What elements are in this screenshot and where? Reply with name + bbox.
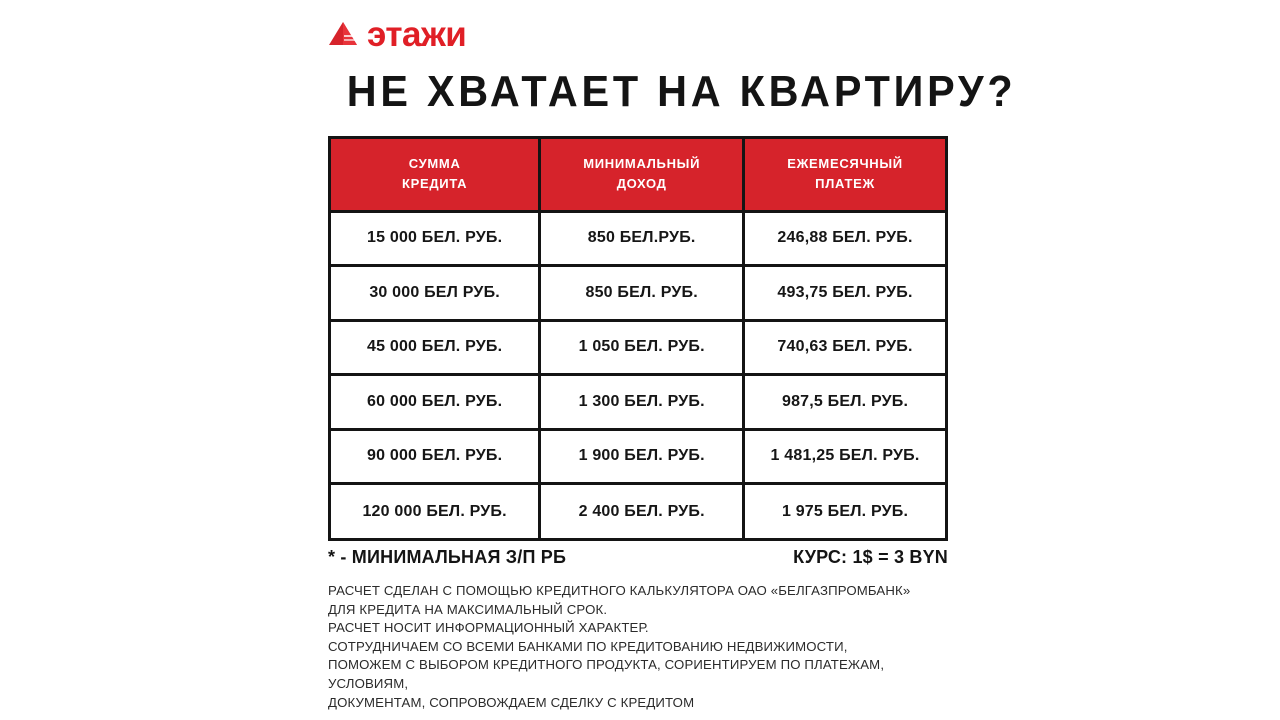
header-line-1: ЕЖЕМЕСЯЧНЫЙ [787,156,903,172]
notes-row: * - МИНИМАЛЬНАЯ З/П РБ КУРС: 1$ = 3 BYN [328,547,948,568]
cell-minimum-income: 850 БЕЛ.РУБ. [539,211,746,267]
cell-minimum-income: 1 050 БЕЛ. РУБ. [539,320,746,376]
cell-credit-amount: 60 000 БЕЛ. РУБ. [331,374,542,431]
header-line-1: МИНИМАЛЬНЫЙ [583,156,701,172]
cell-credit-amount: 45 000 БЕЛ. РУБ. [331,320,542,376]
note-minimum-salary: * - МИНИМАЛЬНАЯ З/П РБ [328,547,567,567]
cell-monthly-payment: 246,88 БЕЛ. РУБ. [743,211,945,267]
cell-credit-amount: 90 000 БЕЛ. РУБ. [331,429,542,485]
table-row: 120 000 БЕЛ. РУБ. 2 400 БЕЛ. РУБ. 1 975 … [331,483,945,538]
table-row: 60 000 БЕЛ. РУБ. 1 300 БЕЛ. РУБ. 987,5 Б… [331,374,945,431]
disclaimer-line: ДЛЯ КРЕДИТА НА МАКСИМАЛЬНЫЙ СРОК. [328,601,608,617]
disclaimer-line: СОТРУДНИЧАЕМ СО ВСЕМИ БАНКАМИ ПО КРЕДИТО… [328,638,848,654]
column-header-minimum-income: МИНИМАЛЬНЫЙ ДОХОД [539,139,746,213]
credit-table: СУММА КРЕДИТА МИНИМАЛЬНЫЙ ДОХОД ЕЖЕМЕСЯЧ… [328,136,948,541]
disclaimer-line: ДОКУМЕНТАМ, СОПРОВОЖДАЕМ СДЕЛКУ С КРЕДИТ… [328,694,695,710]
cell-monthly-payment: 1 975 БЕЛ. РУБ. [781,502,909,520]
table-row: 15 000 БЕЛ. РУБ. 850 БЕЛ.РУБ. 246,88 БЕЛ… [331,211,945,267]
disclaimer-line: РАСЧЕТ СДЕЛАН С ПОМОЩЬЮ КРЕДИТНОГО КАЛЬК… [328,583,911,598]
cell-minimum-income: 1 900 БЕЛ. РУБ. [539,429,746,485]
disclaimer-line: УСЛОВИЯМ, [328,675,409,691]
cell-credit-amount: 15 000 БЕЛ. РУБ. [331,211,542,267]
header-line-2: ДОХОД [616,176,667,192]
disclaimer-line: ПОМОЖЕМ С ВЫБОРОМ КРЕДИТНОГО ПРОДУКТА, С… [328,657,885,673]
header-line-1: СУММА [408,156,461,172]
disclaimer-text: РАСЧЕТ СДЕЛАН С ПОМОЩЬЮ КРЕДИТНОГО КАЛЬК… [328,582,968,712]
cell-monthly-payment: 493,75 БЕЛ. РУБ. [743,265,945,322]
cell-minimum-income: 850 БЕЛ. РУБ. [539,265,746,322]
table-row: 30 000 БЕЛ РУБ. 850 БЕЛ. РУБ. 493,75 БЕЛ… [331,265,945,322]
table-header-row: СУММА КРЕДИТА МИНИМАЛЬНЫЙ ДОХОД ЕЖЕМЕСЯЧ… [331,139,945,213]
header-line-2: КРЕДИТА [401,176,468,192]
cell-monthly-payment: 740,63 БЕЛ. РУБ. [743,320,945,376]
disclaimer-line: РАСЧЕТ НОСИТ ИНФОРМАЦИОННЫЙ ХАРАКТЕР. [328,620,649,636]
cell-credit-amount: 120 000 БЕЛ. РУБ. [331,483,542,538]
table-row: 90 000 БЕЛ. РУБ. 1 900 БЕЛ. РУБ. 1 481,2… [331,429,945,485]
cell-minimum-income: 1 300 БЕЛ. РУБ. [539,374,746,431]
cell-minimum-income: 2 400 БЕЛ. РУБ. [539,483,746,538]
column-header-credit-amount: СУММА КРЕДИТА [331,139,542,213]
page-title: НЕ ХВАТАЕТ НА КВАРТИРУ? [346,67,1017,116]
cell-monthly-payment: 987,5 БЕЛ. РУБ. [743,374,945,431]
house-roof-icon [328,20,358,48]
brand-name: этажи [367,14,467,54]
column-header-monthly-payment: ЕЖЕМЕСЯЧНЫЙ ПЛАТЕЖ [743,139,945,213]
brand-logo[interactable]: этажи [328,14,467,54]
cell-credit-amount: 30 000 БЕЛ РУБ. [331,265,542,322]
note-exchange-rate: КУРС: 1$ = 3 BYN [793,547,948,567]
table-row: 45 000 БЕЛ. РУБ. 1 050 БЕЛ. РУБ. 740,63 … [331,320,945,376]
header-line-2: ПЛАТЕЖ [815,176,875,192]
cell-monthly-payment: 1 481,25 БЕЛ. РУБ. [743,429,945,485]
